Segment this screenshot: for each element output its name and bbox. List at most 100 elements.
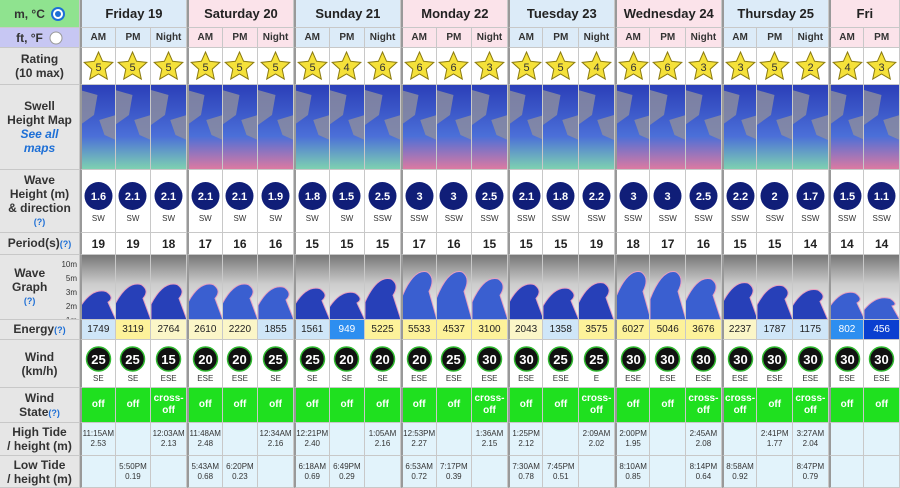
wave-height-marker: [796, 182, 825, 210]
swell-map[interactable]: [828, 85, 865, 170]
wind-cell: 30 ESE: [472, 340, 508, 388]
wave-height-value: 3: [451, 191, 457, 203]
wind-state: off: [80, 388, 116, 423]
cell-graphic: 25: [299, 345, 325, 372]
wave-shape: [830, 291, 864, 319]
label-text: High Tide / height (m): [7, 425, 72, 453]
swell-map[interactable]: [222, 85, 259, 170]
day-name: Fri: [856, 6, 874, 21]
wave-shape: [543, 287, 579, 319]
wind-speed-value: 20: [412, 352, 426, 367]
wave-direction: SSW: [480, 214, 499, 223]
rating-value: 4: [593, 62, 599, 74]
high-tide-cell: [222, 423, 259, 456]
wind-state-value: cross-off: [581, 393, 612, 416]
swell-map[interactable]: [472, 85, 508, 170]
swell-map[interactable]: [80, 85, 116, 170]
swell-map[interactable]: [329, 85, 366, 170]
swell-map[interactable]: [293, 85, 330, 170]
period-header: PM: [757, 28, 794, 48]
wind-state-value: cross-off: [795, 393, 826, 416]
swell-map[interactable]: [543, 85, 580, 170]
swell-map[interactable]: [365, 85, 401, 170]
help-link[interactable]: (?): [59, 239, 72, 249]
period-value: 17: [198, 236, 212, 251]
rating-star: [580, 50, 612, 81]
swell-map[interactable]: [721, 85, 758, 170]
wave-graph: [258, 255, 294, 320]
cell-graphic: 1.8: [546, 182, 575, 210]
row-label: Rating (10 max): [0, 48, 80, 85]
wave-cell: 2.1 SW: [115, 170, 152, 233]
cell-graphic: [115, 85, 151, 169]
period-cell: 17: [650, 233, 687, 255]
swell-map[interactable]: [151, 85, 187, 170]
help-link[interactable]: (?): [54, 325, 66, 335]
swell-map[interactable]: [686, 85, 722, 170]
radio[interactable]: [49, 31, 63, 45]
period-cell: 15: [757, 233, 794, 255]
see-all-maps[interactable]: See all: [20, 127, 59, 141]
period-value: 16: [696, 236, 711, 251]
help-link[interactable]: (?): [48, 407, 60, 418]
wave-graph: [222, 255, 259, 320]
swell-map[interactable]: [614, 85, 651, 170]
wave-height-marker: [512, 182, 541, 210]
row-label: Low Tide / height (m): [0, 456, 80, 488]
energy-cell: 1787: [757, 320, 794, 340]
cell-graphic: 5: [296, 50, 328, 81]
swell-map[interactable]: [400, 85, 437, 170]
swell-map[interactable]: [436, 85, 473, 170]
see-all-maps[interactable]: maps: [23, 141, 56, 155]
wave-shape: [295, 287, 329, 319]
label-line: Wind: [24, 349, 55, 364]
energy-cell: 3119: [115, 320, 152, 340]
wind-state: off: [258, 388, 294, 423]
swell-map[interactable]: [793, 85, 829, 170]
wind-cell: 20 ESE: [186, 340, 223, 388]
period-value: 15: [733, 236, 747, 251]
day-header: Fri: [828, 0, 900, 28]
wave-height-value: 1.1: [874, 191, 889, 203]
wind-speed-value: 20: [233, 352, 247, 367]
cell-graphic: 25: [548, 345, 574, 372]
swell-map[interactable]: [507, 85, 544, 170]
unit-metric: m, °C: [0, 0, 80, 28]
wind-direction: ESE: [839, 373, 856, 383]
wind-direction: ESE: [481, 373, 498, 383]
energy-value: 1787: [763, 324, 786, 335]
energy-cell: 6027: [614, 320, 651, 340]
energy-value: 1855: [264, 324, 287, 335]
cell-graphic: [793, 85, 828, 169]
radio-selected[interactable]: [50, 6, 65, 21]
cell-graphic: 1.8: [298, 182, 327, 210]
tide-time: 2:41PM: [760, 429, 789, 438]
swell-map[interactable]: [258, 85, 294, 170]
unit-imperial[interactable]: ft, °F: [0, 28, 80, 48]
wave-cell: 1.8 SW: [293, 170, 330, 233]
swell-map[interactable]: [650, 85, 687, 170]
swell-map[interactable]: [579, 85, 615, 170]
wind-state: off: [650, 388, 687, 423]
cell-graphic: 2.1: [191, 182, 220, 210]
high-tide-cell: 12:34AM 2.16: [258, 423, 294, 456]
help-link[interactable]: (?): [33, 217, 46, 227]
wind-speed-value: 30: [626, 352, 640, 367]
swell-map[interactable]: [115, 85, 152, 170]
rating-star: [724, 50, 756, 81]
wave-cell: 1.6 SW: [80, 170, 116, 233]
period-name: PM: [232, 32, 248, 43]
wave-direction: SSW: [801, 214, 820, 223]
wind-marker: [620, 345, 646, 372]
help-link[interactable]: (?): [23, 296, 36, 306]
day-header: Friday 19: [80, 0, 187, 28]
swell-map[interactable]: [864, 85, 900, 170]
energy-cell: 5225: [365, 320, 401, 340]
swell-map[interactable]: [757, 85, 794, 170]
swell-map[interactable]: [186, 85, 223, 170]
wave-shape: [757, 284, 793, 319]
energy-value: 1358: [549, 324, 572, 335]
wind-speed-value: 25: [447, 352, 461, 367]
wave-height-marker: [118, 182, 147, 210]
cell-graphic: 20: [227, 345, 253, 372]
